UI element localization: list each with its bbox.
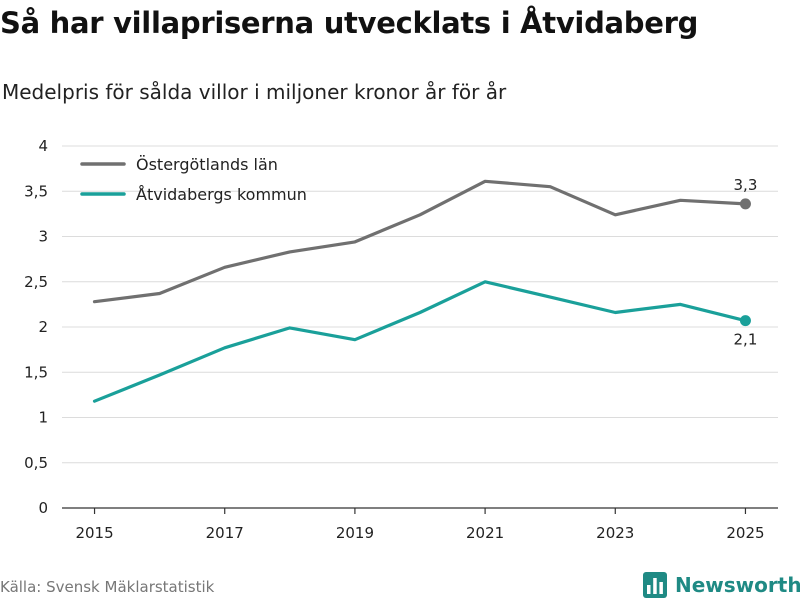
- end-value-label-0: 3,3: [734, 176, 758, 194]
- y-tick-label: 2: [38, 318, 48, 336]
- series: [92, 179, 751, 403]
- end-value-label-1: 2,1: [734, 331, 758, 349]
- x-tick-label: 2017: [206, 524, 244, 542]
- chart-title: Så har villapriserna utvecklats i Åtvida…: [0, 6, 699, 40]
- x-tick-label: 2025: [726, 524, 764, 542]
- x-tick-label: 2015: [75, 524, 113, 542]
- series-line-0: [92, 179, 748, 304]
- y-tick-label: 4: [38, 137, 48, 155]
- source-note: Källa: Svensk Mäklarstatistik: [0, 578, 215, 596]
- legend-label-1: Åtvidabergs kommun: [136, 185, 307, 204]
- y-tick-label: 3,5: [24, 182, 48, 200]
- data-labels: 3,3 2,1: [734, 176, 758, 349]
- y-tick-label: 0,5: [24, 454, 48, 472]
- y-tick-label: 1: [38, 409, 48, 427]
- x-tick-label: 2021: [466, 524, 504, 542]
- brand-name: Newsworthy: [675, 573, 800, 597]
- y-tick-label: 0: [38, 499, 48, 517]
- y-tick-label: 1,5: [24, 363, 48, 381]
- y-tick-label: 3: [38, 228, 48, 246]
- x-tick-label: 2023: [596, 524, 634, 542]
- axes: 0 0,5 1 1,5 2 2,5 3 3,5 4 2015 2017 2019 2021 2023 202…: [24, 137, 778, 542]
- line-chart: 0 0,5 1 1,5 2 2,5 3 3,5 4 2015 2017 2019 2021 2023 202…: [24, 137, 778, 542]
- chart-subtitle: Medelpris för sålda villor i miljoner kr…: [2, 80, 507, 104]
- bar-chart-icon: [643, 572, 667, 598]
- legend-label-0: Östergötlands län: [136, 155, 278, 174]
- legend: Östergötlands län Åtvidabergs kommun: [80, 155, 307, 204]
- gridlines: [62, 145, 778, 464]
- brand-logo: Newsworthy: [643, 570, 800, 600]
- series-end-point-1: [739, 315, 751, 327]
- series-end-point-0: [739, 198, 751, 210]
- y-tick-label: 2,5: [24, 273, 48, 291]
- x-tick-label: 2019: [336, 524, 374, 542]
- series-line-1: [92, 280, 748, 403]
